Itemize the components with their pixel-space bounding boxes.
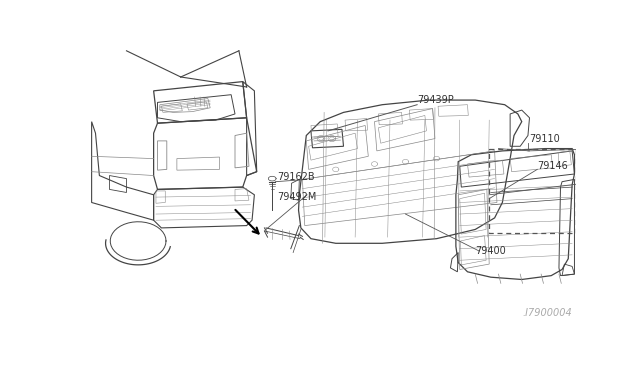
Text: 79110: 79110 (529, 134, 560, 144)
Text: 79162B: 79162B (278, 172, 316, 182)
Text: .I7900004: .I7900004 (522, 308, 572, 318)
Text: 79146: 79146 (537, 161, 568, 171)
Text: 79492M: 79492M (278, 192, 317, 202)
Text: 79439P: 79439P (417, 95, 454, 105)
Text: 79400: 79400 (476, 246, 506, 256)
